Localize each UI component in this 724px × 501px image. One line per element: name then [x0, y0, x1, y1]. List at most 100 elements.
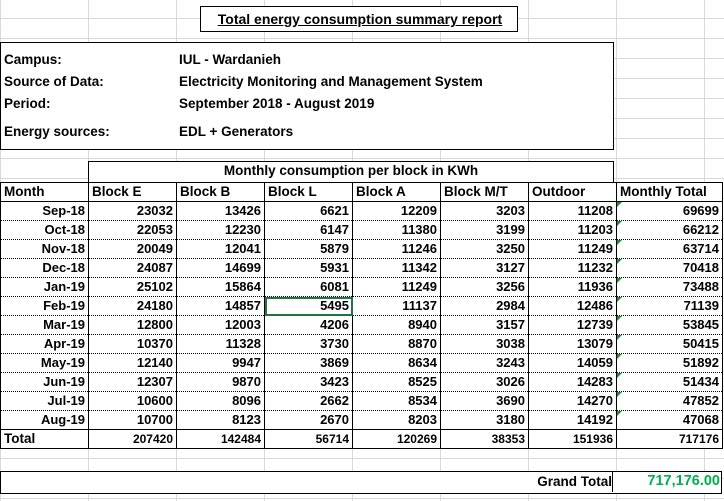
cell-month[interactable]: May-19	[0, 353, 89, 373]
cell-block-a[interactable]: 11137	[352, 296, 441, 316]
cell-block-mt[interactable]: 2984	[440, 296, 529, 316]
cell-block-b[interactable]: 14699	[176, 258, 265, 278]
cell-block-a[interactable]: 8203	[352, 410, 441, 430]
cell-block-e[interactable]: 12140	[88, 353, 177, 373]
cell-block-a[interactable]: 11380	[352, 220, 441, 240]
cell-month[interactable]: Oct-18	[0, 220, 89, 240]
cell-outdoor[interactable]: 11232	[528, 258, 617, 278]
cell-block-a[interactable]: 8634	[352, 353, 441, 373]
cell-monthly-total[interactable]: 69699	[616, 201, 723, 221]
total-block-e[interactable]: 207420	[88, 429, 177, 449]
cell-block-l[interactable]: 6621	[264, 201, 353, 221]
period-value[interactable]: September 2018 - August 2019	[179, 96, 375, 111]
cell-block-mt[interactable]: 3157	[440, 315, 529, 335]
cell-block-mt[interactable]: 3690	[440, 391, 529, 411]
cell-block-b[interactable]: 13426	[176, 201, 265, 221]
cell-block-a[interactable]: 8870	[352, 334, 441, 354]
cell-block-a[interactable]: 8940	[352, 315, 441, 335]
cell-block-b[interactable]: 8123	[176, 410, 265, 430]
energy-value[interactable]: EDL + Generators	[179, 124, 294, 139]
cell-block-b[interactable]: 14857	[176, 296, 265, 316]
cell-outdoor[interactable]: 12486	[528, 296, 617, 316]
cell-block-e[interactable]: 12800	[88, 315, 177, 335]
cell-block-l[interactable]: 3869	[264, 353, 353, 373]
col-header-block-mt[interactable]: Block M/T	[440, 182, 529, 202]
cell-block-b[interactable]: 12003	[176, 315, 265, 335]
total-block-l[interactable]: 56714	[264, 429, 353, 449]
cell-block-mt[interactable]: 3250	[440, 239, 529, 259]
cell-block-a[interactable]: 8534	[352, 391, 441, 411]
total-block-b[interactable]: 142484	[176, 429, 265, 449]
cell-block-a[interactable]: 8525	[352, 372, 441, 392]
cell-block-e[interactable]: 10600	[88, 391, 177, 411]
cell-block-e[interactable]: 10370	[88, 334, 177, 354]
cell-month[interactable]: Jul-19	[0, 391, 89, 411]
cell-monthly-total[interactable]: 47852	[616, 391, 723, 411]
total-outdoor[interactable]: 151936	[528, 429, 617, 449]
col-header-block-a[interactable]: Block A	[352, 182, 441, 202]
cell-block-e[interactable]: 24180	[88, 296, 177, 316]
cell-total-label[interactable]: Total	[0, 429, 89, 449]
cell-block-a[interactable]: 11249	[352, 277, 441, 297]
cell-block-a[interactable]: 12209	[352, 201, 441, 221]
col-header-block-e[interactable]: Block E	[88, 182, 177, 202]
cell-block-b[interactable]: 12041	[176, 239, 265, 259]
cell-monthly-total[interactable]: 53845	[616, 315, 723, 335]
cell-block-e[interactable]: 25102	[88, 277, 177, 297]
cell-block-e[interactable]: 20049	[88, 239, 177, 259]
cell-month[interactable]: Sep-18	[0, 201, 89, 221]
cell-block-mt[interactable]: 3038	[440, 334, 529, 354]
cell-block-b[interactable]: 9870	[176, 372, 265, 392]
cell-monthly-total[interactable]: 73488	[616, 277, 723, 297]
cell-month[interactable]: Jun-19	[0, 372, 89, 392]
cell-outdoor[interactable]: 11203	[528, 220, 617, 240]
cell-block-l[interactable]: 6147	[264, 220, 353, 240]
report-title[interactable]: Total energy consumption summary report	[217, 11, 503, 27]
cell-block-e[interactable]: 24087	[88, 258, 177, 278]
cell-monthly-total[interactable]: 70418	[616, 258, 723, 278]
cell-block-e[interactable]: 10700	[88, 410, 177, 430]
col-header-outdoor[interactable]: Outdoor	[528, 182, 617, 202]
total-monthly-total[interactable]: 717176	[616, 429, 723, 449]
cell-block-l[interactable]: 2670	[264, 410, 353, 430]
cell-month[interactable]: Aug-19	[0, 410, 89, 430]
cell-block-mt[interactable]: 3180	[440, 410, 529, 430]
cell-month[interactable]: Dec-18	[0, 258, 89, 278]
cell-monthly-total[interactable]: 71139	[616, 296, 723, 316]
cell-block-mt[interactable]: 3256	[440, 277, 529, 297]
cell-block-b[interactable]: 8096	[176, 391, 265, 411]
cell-block-mt[interactable]: 3199	[440, 220, 529, 240]
grand-total-value[interactable]: 717,176.00	[647, 473, 720, 489]
cell-block-b[interactable]: 15864	[176, 277, 265, 297]
cell-outdoor[interactable]: 12739	[528, 315, 617, 335]
cell-block-mt[interactable]: 3127	[440, 258, 529, 278]
cell-month[interactable]: Apr-19	[0, 334, 89, 354]
campus-label[interactable]: Campus:	[4, 52, 62, 67]
cell-outdoor[interactable]: 11936	[528, 277, 617, 297]
cell-monthly-total[interactable]: 47068	[616, 410, 723, 430]
cell-block-b[interactable]: 9947	[176, 353, 265, 373]
cell-block-mt[interactable]: 3203	[440, 201, 529, 221]
cell-block-a[interactable]: 11246	[352, 239, 441, 259]
group-header[interactable]: Monthly consumption per block in KWh	[223, 163, 479, 178]
total-block-mt[interactable]: 38353	[440, 429, 529, 449]
cell-outdoor[interactable]: 14283	[528, 372, 617, 392]
cell-outdoor[interactable]: 13079	[528, 334, 617, 354]
total-block-a[interactable]: 120269	[352, 429, 441, 449]
cell-block-l[interactable]: 5495	[264, 296, 353, 316]
cell-block-b[interactable]: 12230	[176, 220, 265, 240]
cell-block-mt[interactable]: 3026	[440, 372, 529, 392]
cell-block-mt[interactable]: 3243	[440, 353, 529, 373]
cell-month[interactable]: Nov-18	[0, 239, 89, 259]
col-header-block-l[interactable]: Block L	[264, 182, 353, 202]
cell-block-l[interactable]: 2662	[264, 391, 353, 411]
col-header-month[interactable]: Month	[0, 182, 89, 202]
grand-total-label[interactable]: Grand Total	[520, 471, 613, 492]
cell-block-a[interactable]: 11342	[352, 258, 441, 278]
cell-month[interactable]: Feb-19	[0, 296, 89, 316]
cell-block-l[interactable]: 5879	[264, 239, 353, 259]
campus-value[interactable]: IUL - Wardanieh	[179, 52, 282, 67]
cell-monthly-total[interactable]: 66212	[616, 220, 723, 240]
cell-monthly-total[interactable]: 50415	[616, 334, 723, 354]
col-header-block-b[interactable]: Block B	[176, 182, 265, 202]
